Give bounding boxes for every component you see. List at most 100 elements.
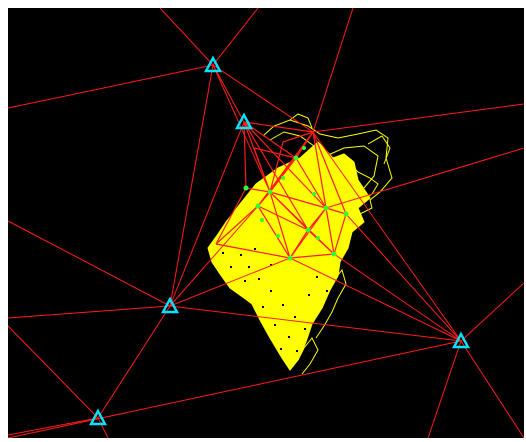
triangulation-edge <box>460 340 524 438</box>
triangulation-edge <box>345 213 462 342</box>
triangulation-edge <box>269 141 284 193</box>
gap-mark <box>222 252 224 254</box>
triangulation-edge <box>257 205 291 259</box>
triangulation-edge <box>215 187 247 245</box>
triangulation-edge <box>333 253 462 342</box>
triangulation-edge <box>312 8 354 133</box>
triangulation-edge <box>212 8 259 66</box>
interior-point <box>312 192 316 196</box>
interior-point <box>255 203 261 209</box>
interior-point <box>276 234 280 238</box>
contour-line <box>297 337 319 375</box>
triangulation-edge <box>289 229 309 259</box>
gap-mark <box>240 254 242 256</box>
gap-mark <box>254 248 256 250</box>
interior-point <box>316 236 320 240</box>
contour-line <box>347 161 379 203</box>
triangulation-edge <box>312 131 347 215</box>
triangulation-edge <box>269 157 297 193</box>
triangulation-edge <box>269 191 291 259</box>
gap-mark <box>288 336 290 338</box>
gap-mark <box>262 306 264 308</box>
contour-line <box>367 135 391 165</box>
gap-mark <box>280 348 282 350</box>
triangulation-edge <box>257 205 309 231</box>
triangulation-edges-inner <box>215 121 347 259</box>
triangulation-edge <box>312 103 524 133</box>
gap-mark <box>230 266 232 268</box>
triangulation-edge <box>269 191 327 209</box>
contour-line <box>305 247 331 309</box>
gap-mark <box>304 328 306 330</box>
triangulation-edge <box>169 305 462 342</box>
triangulation-edge <box>243 121 314 133</box>
interior-point <box>281 176 285 180</box>
triangulation-edge <box>8 340 462 438</box>
interior-point <box>343 211 349 217</box>
triangulation-edge <box>169 257 291 307</box>
triangulation-edge <box>215 205 259 245</box>
triangle-marker-icon[interactable] <box>88 408 108 426</box>
triangulation-edge <box>169 205 259 307</box>
triangulation-edge <box>282 131 314 143</box>
triangulation-edge <box>325 147 524 209</box>
map-viewport[interactable] <box>8 8 524 438</box>
triangle-marker-icon[interactable] <box>234 112 254 130</box>
interior-point <box>302 146 306 150</box>
triangulation-edge <box>333 213 347 255</box>
triangulation-edge <box>289 257 462 342</box>
triangulation-edge <box>253 147 297 159</box>
triangulation-edge <box>8 325 99 419</box>
triangulation-edge <box>295 157 327 209</box>
triangulation-edges-outer <box>8 8 524 438</box>
contour-line <box>229 277 293 327</box>
triangle-marker-icon[interactable] <box>451 331 471 349</box>
triangulation-edge <box>8 220 171 307</box>
triangulation-edge <box>269 191 335 255</box>
contour-line <box>251 303 295 353</box>
triangulation-edge <box>257 131 314 207</box>
triangulation-edge <box>8 305 171 319</box>
triangulation-edge <box>215 243 291 259</box>
triangulation-edge <box>243 121 297 159</box>
gap-mark <box>274 324 276 326</box>
triangulation-edge <box>243 121 247 189</box>
gap-mark <box>282 304 284 306</box>
triangulation-edge <box>8 417 99 436</box>
contour-line <box>315 268 347 339</box>
triangle-marker-icon[interactable] <box>203 55 223 73</box>
gap-mark <box>270 264 272 266</box>
contour-line <box>289 113 313 129</box>
interior-point <box>331 251 337 257</box>
interior-point <box>287 255 293 261</box>
triangulation-network-canvas[interactable] <box>8 8 524 438</box>
triangulation-edge <box>243 121 309 231</box>
triangulation-edge <box>212 64 314 133</box>
gap-mark <box>316 276 318 278</box>
survey-contours <box>229 113 393 375</box>
triangle-marker-icon[interactable] <box>160 296 180 314</box>
triangulation-edge <box>325 207 335 255</box>
gap-mark <box>326 290 328 292</box>
interior-points <box>243 146 349 261</box>
triangulation-edge <box>97 417 109 438</box>
triangulation-edge <box>97 305 171 419</box>
triangulation-edge <box>169 64 214 307</box>
interior-point <box>243 185 249 191</box>
contour-line <box>269 131 379 189</box>
interior-point <box>293 155 299 161</box>
contour-line <box>262 119 393 215</box>
triangulation-edge <box>325 207 347 215</box>
survey-interior-gaps <box>222 248 328 352</box>
gap-mark <box>258 278 260 280</box>
triangulation-edge <box>427 340 462 438</box>
triangulation-edge <box>460 282 524 342</box>
gap-mark <box>248 266 250 268</box>
gap-mark <box>270 290 272 292</box>
interior-point <box>305 227 311 233</box>
gap-mark <box>294 316 296 318</box>
interior-point <box>323 205 329 211</box>
triangulation-edge <box>212 64 245 123</box>
triangulation-edge <box>169 121 245 307</box>
triangulation-edge <box>245 187 271 193</box>
